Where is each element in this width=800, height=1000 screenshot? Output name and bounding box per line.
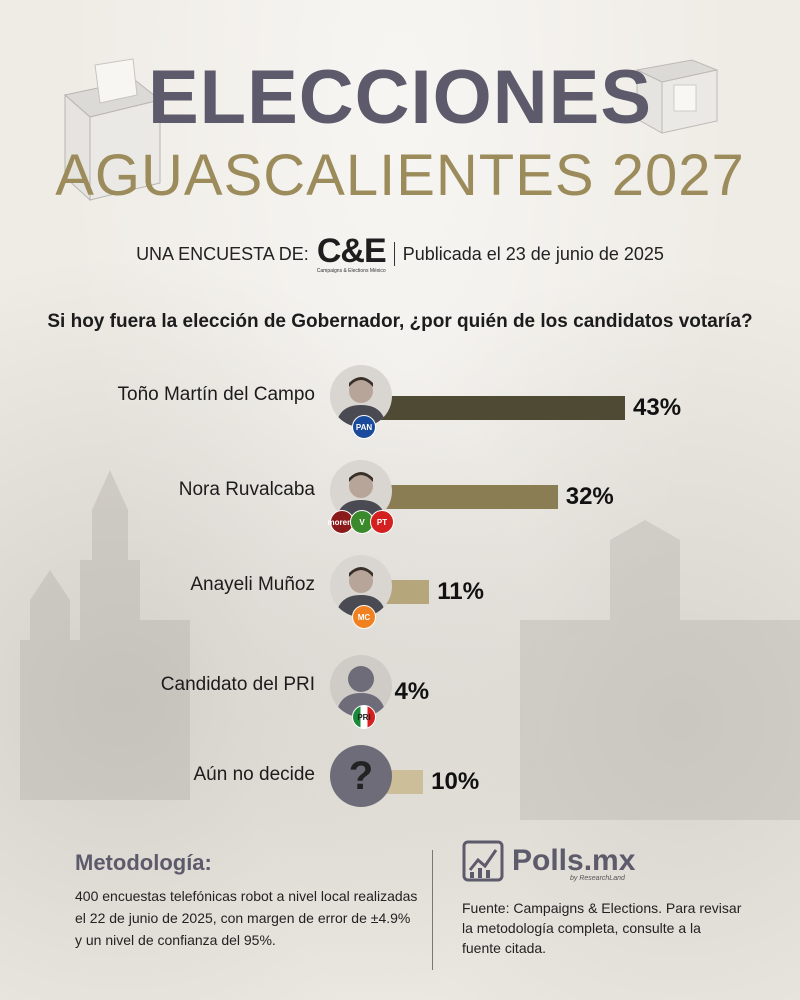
byline-separator bbox=[393, 242, 395, 266]
polls-chart-icon bbox=[462, 840, 504, 882]
ballot-box-left-icon bbox=[63, 58, 162, 202]
building-right-decoration bbox=[520, 520, 800, 820]
published-date: Publicada el 23 de junio de 2025 bbox=[402, 243, 664, 264]
cathedral-left-decoration bbox=[20, 470, 190, 800]
byline: UNA ENCUESTA DE: C&E Campaigns & Electio… bbox=[0, 234, 800, 274]
source-text: Fuente: Campaigns & Elections. Para revi… bbox=[462, 900, 742, 956]
pollster-logo-text: C&E bbox=[316, 232, 387, 270]
question-mark-icon: ? bbox=[330, 745, 392, 807]
survey-question: Si hoy fuera la elección de Gobernador, … bbox=[47, 311, 753, 332]
value-label: 4% bbox=[394, 678, 430, 705]
svg-text:?: ? bbox=[349, 754, 373, 798]
pollster-logo: C&E Campaigns & Elections México bbox=[316, 232, 387, 274]
candidate-avatar bbox=[330, 365, 392, 427]
polls-brand-sub: by ResearchLand bbox=[570, 875, 625, 882]
value-label: 11% bbox=[437, 578, 484, 605]
candidate-label: Anayeli Muñoz bbox=[190, 574, 315, 595]
party-badge-mc: MC bbox=[352, 605, 376, 629]
value-label: 10% bbox=[431, 768, 480, 795]
candidate-label: Toño Martín del Campo bbox=[117, 384, 316, 405]
party-badge-pt: PT bbox=[370, 510, 394, 534]
methodology-title: Metodología: bbox=[75, 850, 212, 875]
bar-1 bbox=[362, 485, 558, 509]
page-title: ELECCIONES bbox=[147, 55, 653, 140]
methodology-text: 400 encuestas telefónicas robot a nivel … bbox=[75, 888, 418, 948]
page-subtitle: AGUASCALIENTES 2027 bbox=[55, 143, 745, 208]
party-badge-pri: PRI bbox=[352, 705, 376, 729]
ballot-box-right-icon bbox=[635, 59, 719, 134]
candidate-label: Aún no decide bbox=[193, 764, 316, 785]
polls-brand: Polls.mx bbox=[512, 844, 636, 877]
value-label: 32% bbox=[565, 483, 614, 510]
survey-prefix: UNA ENCUESTA DE: bbox=[136, 243, 309, 264]
party-badge-pan: PAN bbox=[352, 415, 376, 439]
footer-divider bbox=[432, 850, 433, 970]
value-label: 43% bbox=[633, 394, 682, 421]
polls-logo: Polls.mx bbox=[462, 840, 635, 882]
bar-0 bbox=[362, 396, 625, 420]
candidate-label: Nora Ruvalcaba bbox=[178, 479, 315, 500]
pollster-logo-sub: Campaigns & Elections México bbox=[316, 268, 386, 274]
candidate-label: Candidato del PRI bbox=[160, 674, 315, 695]
